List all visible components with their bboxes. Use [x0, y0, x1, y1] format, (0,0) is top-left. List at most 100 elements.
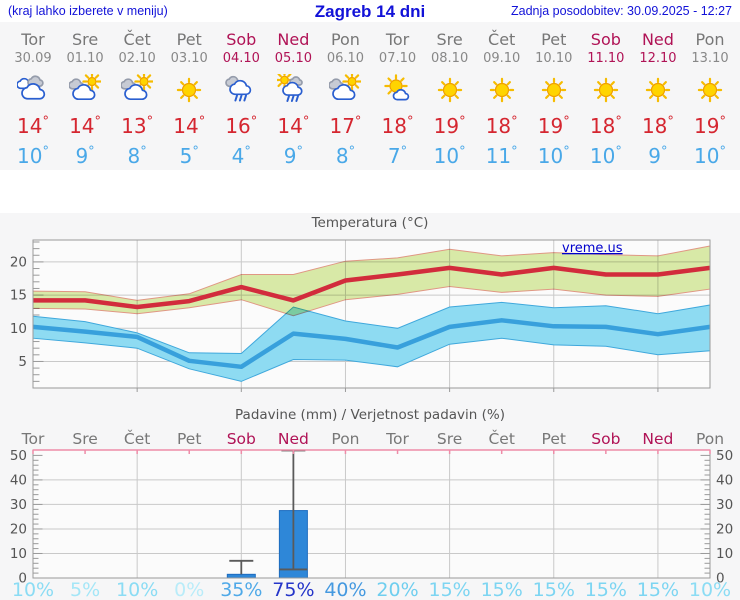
forecast-day-date: 10.10: [535, 51, 573, 66]
forecast-day-date: 12.10: [639, 51, 677, 66]
partly-sunny-icon: [329, 74, 362, 101]
precip-day-label: Pet: [177, 430, 201, 448]
forecast-day-name: Čet: [488, 30, 516, 49]
last-update-timestamp: Zadnja posodobitev: 30.09.2025 - 12:27: [510, 4, 732, 18]
forecast-max-temp: 19°: [694, 114, 726, 138]
forecast-day-name: Ned: [277, 30, 310, 49]
forecast-day-date: 03.10: [170, 51, 208, 66]
sunny-icon: [541, 77, 566, 103]
precip-day-label: Sre: [437, 430, 462, 448]
forecast-strip: Tor 30.09 14° 10° Sre 01.10 14° 9° Čet 02.10 13° 8°…: [0, 22, 740, 170]
mostly-sunny-icon: [383, 74, 409, 101]
forecast-day-date: 02.10: [118, 51, 156, 66]
forecast-day-date: 06.10: [326, 51, 365, 66]
page-title: Zagreb 14 dni: [314, 2, 426, 21]
svg-text:0: 0: [716, 571, 725, 587]
forecast-day-date: 30.09: [14, 51, 52, 66]
sun-rain-icon: [277, 74, 304, 102]
svg-text:50: 50: [716, 448, 733, 464]
precip-probability: 10%: [12, 579, 54, 600]
forecast-max-temp: 13°: [121, 114, 154, 138]
forecast-day-name: Tor: [21, 30, 45, 49]
sunny-icon: [437, 77, 462, 103]
precip-probability-row: 10% 5% 10% 0% 35% 75% 40% 20% 15% 15% 15% 15% 15% 10%: [12, 579, 731, 600]
forecast-day-column: Ned 12.10 18° 9°: [632, 22, 684, 170]
svg-text:30: 30: [10, 497, 27, 513]
precip-day-label: Tor: [21, 430, 45, 448]
precip-probability: 5%: [70, 579, 100, 600]
watermark-link[interactable]: vreme.us: [562, 241, 623, 256]
svg-text:40: 40: [716, 472, 733, 488]
forecast-day-column: Pet 03.10 14° 5°: [163, 22, 215, 170]
precip-probability: 15%: [585, 579, 627, 600]
precip-probability: 15%: [481, 579, 523, 600]
forecast-max-temp: 18°: [381, 114, 414, 138]
svg-text:5: 5: [18, 354, 27, 370]
forecast-day-date: 09.10: [483, 51, 521, 66]
precip-bar: [226, 573, 256, 579]
forecast-max-temp: 14°: [17, 114, 49, 138]
forecast-day-name: Pon: [695, 30, 725, 49]
precip-gridlines: [33, 450, 710, 578]
svg-text:30: 30: [716, 497, 733, 513]
precip-probability: 15%: [428, 579, 470, 600]
precip-day-labels: Tor Sre Čet Pet Sob Ned Pon Tor Sre Čet Pet Sob Ned P…: [21, 429, 724, 448]
forecast-day-name: Čet: [123, 30, 151, 49]
forecast-max-temp: 17°: [329, 114, 362, 138]
sunny-icon: [489, 77, 514, 103]
precip-probability: 20%: [376, 579, 418, 600]
precip-day-label: Ned: [642, 430, 673, 448]
svg-text:20: 20: [10, 254, 27, 270]
forecast-day-name: Sre: [436, 30, 463, 49]
forecast-min-temp: 10°: [433, 144, 466, 168]
forecast-min-temp: 10°: [537, 144, 570, 168]
forecast-day-name: Pet: [541, 30, 567, 49]
sunny-icon: [645, 77, 671, 103]
precip-day-label: Pon: [696, 430, 724, 448]
forecast-day-column: Čet 02.10 13° 8°: [111, 22, 163, 170]
svg-text:50: 50: [10, 448, 27, 464]
forecast-day-column: Ned 05.10 14° 9°: [267, 22, 319, 170]
forecast-min-temp: 8°: [127, 144, 147, 168]
temperature-chart: 5 10 15 20 vreme.us: [10, 239, 711, 392]
forecast-min-temp: 10°: [17, 144, 49, 168]
forecast-max-temp: 19°: [537, 114, 570, 138]
forecast-min-temp: 10°: [694, 144, 726, 168]
forecast-day-date: 04.10: [222, 51, 260, 66]
svg-text:0: 0: [18, 571, 27, 587]
forecast-day-column: Pon 13.10 19° 10°: [684, 22, 736, 170]
precip-day-label: Čet: [124, 429, 150, 448]
forecast-day-date: 11.10: [587, 51, 625, 66]
svg-text:20: 20: [716, 521, 733, 537]
rain-icon: [225, 75, 252, 102]
precip-day-label: Tor: [385, 430, 409, 448]
svg-text:10: 10: [10, 321, 27, 337]
precip-day-label: Čet: [488, 429, 514, 448]
min-temp-line: [32, 318, 711, 370]
precip-probability: 10%: [116, 579, 158, 600]
forecast-max-temp: 19°: [433, 114, 466, 138]
forecast-day-column: Tor 07.10 18° 7°: [372, 22, 424, 170]
svg-text:10: 10: [10, 546, 27, 562]
precip-probability: 0%: [174, 579, 204, 600]
forecast-min-temp: 11°: [485, 144, 518, 168]
forecast-day-date: 13.10: [691, 51, 729, 66]
forecast-min-temp: 4°: [231, 144, 251, 168]
forecast-max-temp: 18°: [641, 114, 674, 138]
forecast-day-column: Tor 30.09 14° 10°: [7, 22, 59, 170]
forecast-max-temp: 14°: [173, 114, 206, 138]
precip-probability: 40%: [324, 579, 366, 600]
forecast-day-name: Tor: [385, 30, 410, 49]
temperature-chart-title: Temperatura (°C): [311, 215, 429, 231]
partly-sunny-icon: [121, 74, 154, 101]
forecast-min-temp: 10°: [589, 144, 622, 168]
forecast-day-column: Sob 04.10 16° 4°: [215, 22, 267, 170]
forecast-day-name: Sre: [71, 30, 99, 49]
precip-y-axis-labels: 0 0 10 10 20 20 30 30 40 40 50 50: [10, 448, 733, 587]
forecast-day-name: Pet: [176, 30, 202, 49]
forecast-max-temp: 14°: [277, 114, 310, 138]
forecast-day-column: Sob 11.10 18° 10°: [580, 22, 632, 170]
precip-probability: 15%: [533, 579, 575, 600]
svg-text:10: 10: [716, 546, 733, 562]
